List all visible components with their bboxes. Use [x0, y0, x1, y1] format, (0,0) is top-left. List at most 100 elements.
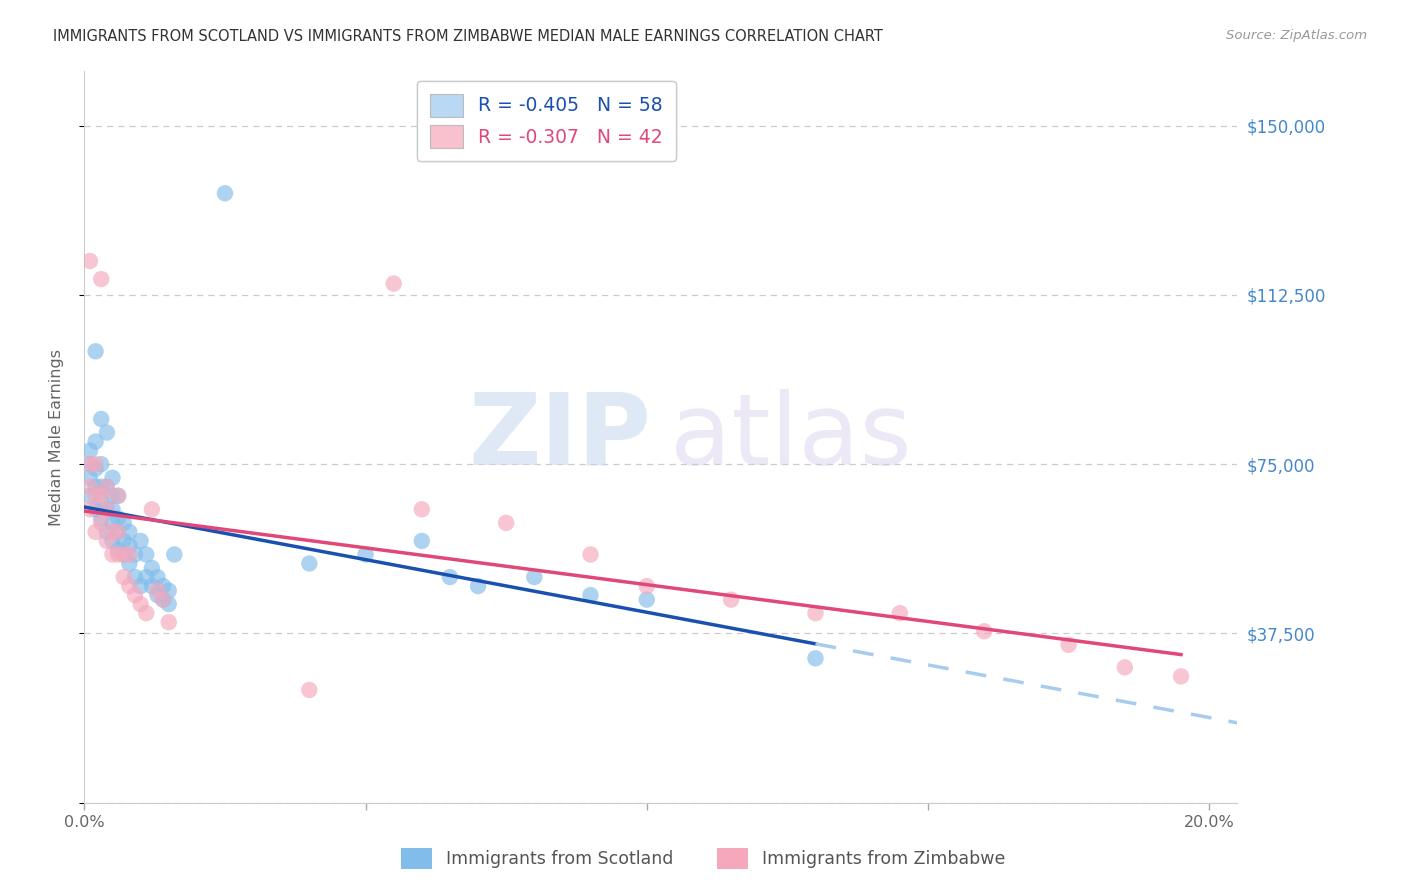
Point — [90, 511, 112, 525]
Point — [382, 277, 405, 291]
Point — [79, 502, 101, 516]
Point — [298, 682, 321, 697]
Point — [96, 502, 118, 516]
Point — [96, 480, 118, 494]
Point — [135, 570, 157, 584]
Point — [495, 516, 517, 530]
Point — [523, 570, 546, 584]
Point — [101, 471, 124, 485]
Point — [84, 502, 107, 516]
Point — [107, 543, 129, 558]
Point — [107, 489, 129, 503]
Point — [112, 570, 135, 584]
Point — [214, 186, 236, 201]
Point — [79, 471, 101, 485]
Point — [101, 502, 124, 516]
Point — [96, 480, 118, 494]
Y-axis label: Median Male Earnings: Median Male Earnings — [49, 349, 63, 525]
Point — [973, 624, 995, 639]
Point — [90, 493, 112, 508]
Point — [579, 548, 602, 562]
Point — [96, 502, 118, 516]
Point — [112, 516, 135, 530]
Point — [135, 606, 157, 620]
Point — [90, 516, 112, 530]
Point — [146, 583, 169, 598]
Point — [107, 548, 129, 562]
Point — [146, 570, 169, 584]
Text: Source: ZipAtlas.com: Source: ZipAtlas.com — [1226, 29, 1367, 42]
Point — [118, 524, 141, 539]
Point — [90, 412, 112, 426]
Point — [157, 615, 180, 630]
Point — [1114, 660, 1136, 674]
Point — [146, 588, 169, 602]
Point — [79, 489, 101, 503]
Point — [152, 579, 174, 593]
Point — [112, 548, 135, 562]
Point — [152, 592, 174, 607]
Point — [411, 502, 433, 516]
Point — [79, 457, 101, 471]
Point — [298, 557, 321, 571]
Point — [157, 597, 180, 611]
Point — [79, 457, 101, 471]
Point — [129, 533, 152, 548]
Point — [101, 533, 124, 548]
Point — [118, 548, 141, 562]
Point — [84, 524, 107, 539]
Point — [129, 597, 152, 611]
Point — [79, 480, 101, 494]
Point — [107, 489, 129, 503]
Point — [79, 254, 101, 268]
Point — [163, 548, 186, 562]
Text: IMMIGRANTS FROM SCOTLAND VS IMMIGRANTS FROM ZIMBABWE MEDIAN MALE EARNINGS CORREL: IMMIGRANTS FROM SCOTLAND VS IMMIGRANTS F… — [53, 29, 883, 44]
Point — [79, 443, 101, 458]
Point — [107, 511, 129, 525]
Point — [84, 344, 107, 359]
Point — [118, 538, 141, 552]
Point — [96, 533, 118, 548]
Point — [84, 457, 107, 471]
Point — [124, 570, 146, 584]
Point — [90, 489, 112, 503]
Point — [90, 457, 112, 471]
Point — [101, 516, 124, 530]
Point — [720, 592, 742, 607]
Point — [141, 579, 163, 593]
Point — [141, 502, 163, 516]
Point — [101, 489, 124, 503]
Point — [112, 533, 135, 548]
Point — [101, 524, 124, 539]
Point — [1170, 669, 1192, 683]
Point — [152, 592, 174, 607]
Point — [804, 606, 827, 620]
Point — [141, 561, 163, 575]
Point — [135, 548, 157, 562]
Point — [96, 524, 118, 539]
Point — [467, 579, 489, 593]
Point — [124, 548, 146, 562]
Point — [129, 579, 152, 593]
Point — [118, 557, 141, 571]
Point — [157, 583, 180, 598]
Point — [107, 524, 129, 539]
Point — [101, 548, 124, 562]
Point — [124, 588, 146, 602]
Point — [118, 579, 141, 593]
Text: ZIP: ZIP — [468, 389, 651, 485]
Point — [636, 579, 658, 593]
Point — [90, 480, 112, 494]
Point — [84, 434, 107, 449]
Legend: R = -0.405   N = 58, R = -0.307   N = 42: R = -0.405 N = 58, R = -0.307 N = 42 — [416, 81, 676, 161]
Point — [107, 524, 129, 539]
Point — [889, 606, 911, 620]
Point — [411, 533, 433, 548]
Point — [84, 489, 107, 503]
Point — [579, 588, 602, 602]
Point — [439, 570, 461, 584]
Point — [90, 272, 112, 286]
Point — [84, 480, 107, 494]
Legend: Immigrants from Scotland, Immigrants from Zimbabwe: Immigrants from Scotland, Immigrants fro… — [394, 841, 1012, 876]
Point — [636, 592, 658, 607]
